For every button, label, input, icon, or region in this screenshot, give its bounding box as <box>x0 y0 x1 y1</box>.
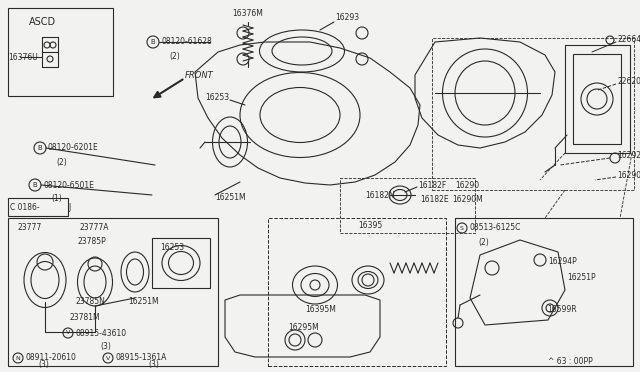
Text: 22664A: 22664A <box>617 35 640 45</box>
Text: 16253: 16253 <box>205 93 229 102</box>
Text: (2): (2) <box>169 51 180 61</box>
Text: N: N <box>15 356 20 360</box>
Bar <box>268 218 446 366</box>
Text: J: J <box>68 202 70 212</box>
Text: 08120-6201E: 08120-6201E <box>48 144 99 153</box>
Text: ^ 63 : 00PP: ^ 63 : 00PP <box>548 357 593 366</box>
Bar <box>565 45 630 153</box>
Text: 16293: 16293 <box>335 13 359 22</box>
Text: (3): (3) <box>38 359 49 369</box>
Text: 16395M: 16395M <box>305 305 336 314</box>
Text: V: V <box>106 356 110 360</box>
Text: 08120-6501E: 08120-6501E <box>43 180 94 189</box>
Text: S: S <box>460 225 464 231</box>
Text: (2): (2) <box>56 157 67 167</box>
Bar <box>8 8 113 96</box>
Text: 16599R: 16599R <box>547 305 577 314</box>
Text: 23777: 23777 <box>18 224 42 232</box>
Text: 16292: 16292 <box>617 151 640 160</box>
Text: 16290: 16290 <box>455 180 479 189</box>
Text: 23777A: 23777A <box>80 224 109 232</box>
Text: B: B <box>38 145 42 151</box>
Bar <box>573 54 621 144</box>
Bar <box>8 218 218 366</box>
Circle shape <box>310 280 320 290</box>
Text: 16182E: 16182E <box>420 196 449 205</box>
Bar <box>432 38 634 190</box>
Text: B: B <box>150 39 156 45</box>
Text: (1): (1) <box>51 195 61 203</box>
Bar <box>455 218 633 366</box>
Text: 16294P: 16294P <box>548 257 577 266</box>
Text: 16182F: 16182F <box>418 180 446 189</box>
Bar <box>340 178 475 233</box>
Text: (3): (3) <box>148 359 159 369</box>
Text: 16182N: 16182N <box>365 190 395 199</box>
Text: (2): (2) <box>478 237 489 247</box>
Text: FRONT: FRONT <box>185 71 214 80</box>
Circle shape <box>362 274 374 286</box>
Text: 08911-20610: 08911-20610 <box>25 353 76 362</box>
Text: 22620: 22620 <box>617 77 640 87</box>
Bar <box>152 238 210 288</box>
Text: (3): (3) <box>100 343 111 352</box>
Text: 08915-43610: 08915-43610 <box>75 328 126 337</box>
Text: 16290M: 16290M <box>452 196 483 205</box>
Text: 16295M: 16295M <box>288 324 319 333</box>
Text: 16251M: 16251M <box>128 298 159 307</box>
Text: 16376U: 16376U <box>8 52 38 61</box>
Text: 16290: 16290 <box>617 170 640 180</box>
Text: 23785P: 23785P <box>78 237 107 247</box>
Bar <box>8 198 68 216</box>
Text: 08120-61628: 08120-61628 <box>161 38 212 46</box>
Text: 08915-1361A: 08915-1361A <box>115 353 166 362</box>
Text: 16253: 16253 <box>160 244 184 253</box>
Text: 16251M: 16251M <box>215 193 246 202</box>
Text: B: B <box>33 182 37 188</box>
Text: 23781M: 23781M <box>70 314 100 323</box>
Text: 23785N: 23785N <box>75 298 105 307</box>
Text: ASCD: ASCD <box>28 17 56 27</box>
Text: 16376M: 16376M <box>232 9 263 17</box>
Text: 08513-6125C: 08513-6125C <box>469 224 520 232</box>
Text: V: V <box>66 330 70 336</box>
Text: 16395: 16395 <box>358 221 382 230</box>
Text: C 0186-: C 0186- <box>10 202 40 212</box>
Text: 16251P: 16251P <box>567 273 596 282</box>
